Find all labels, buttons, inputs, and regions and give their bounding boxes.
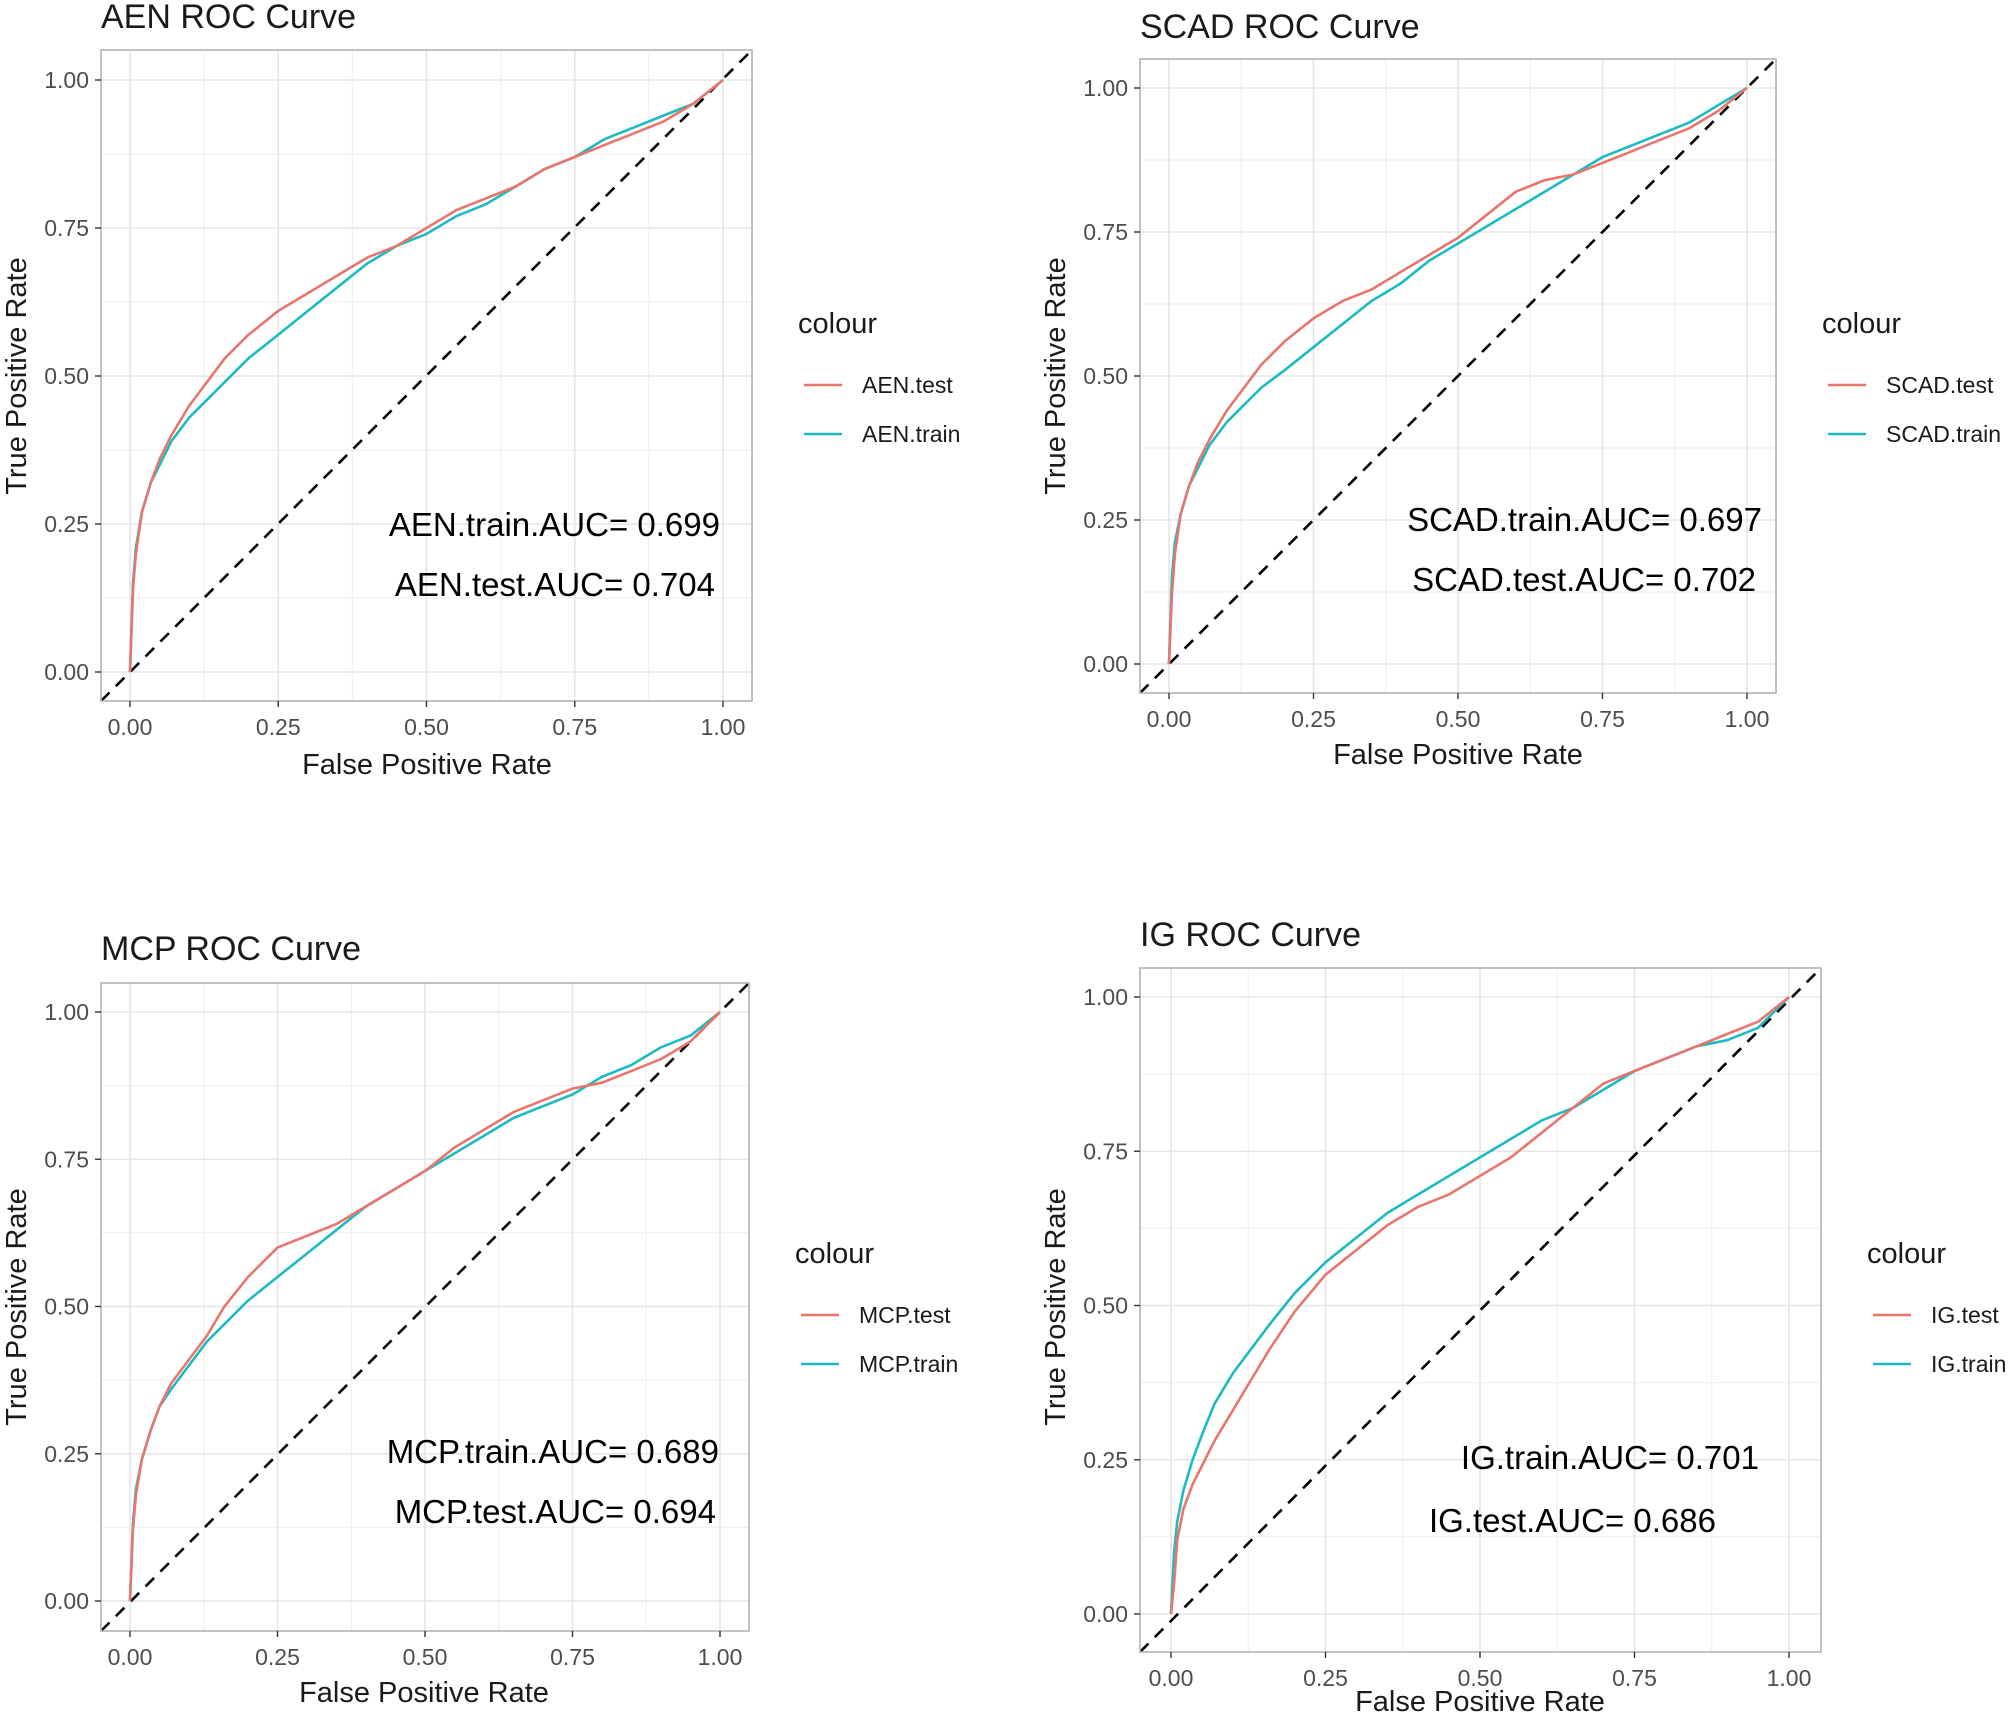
x-tick-label: 0.75: [550, 1644, 595, 1670]
y-tick-label: 0.50: [44, 1294, 89, 1320]
auc-annotation: SCAD.train.AUC= 0.697: [1407, 501, 1762, 538]
roc-panel-3: 0.00 0.25 0.50 0.75 1.00 0.00 0.25 0.50 0.75 1.00…: [1040, 916, 2006, 1717]
diagonal-reference-line: [1139, 967, 1822, 1653]
y-tick-label: 1.00: [44, 999, 89, 1025]
x-tick-label: 0.00: [1149, 1665, 1194, 1691]
legend-entry-label: IG.test: [1931, 1302, 1999, 1328]
legend-title: colour: [798, 308, 877, 340]
y-tick-label: 0.75: [44, 1146, 89, 1172]
y-axis-label: True Positive Rate: [1, 1188, 33, 1425]
chart-title: AEN ROC Curve: [101, 0, 356, 36]
y-tick-label: 0.50: [1083, 363, 1128, 389]
y-tick-label: 0.25: [1083, 507, 1128, 533]
x-tick-label: 0.75: [552, 714, 597, 740]
legend-title: colour: [795, 1238, 874, 1270]
auc-annotation: MCP.train.AUC= 0.689: [387, 1433, 719, 1470]
auc-annotation: MCP.test.AUC= 0.694: [395, 1493, 716, 1530]
x-axis-label: False Positive Rate: [1333, 739, 1583, 771]
x-axis-label: False Positive Rate: [1355, 1686, 1605, 1717]
y-axis-label: True Positive Rate: [1040, 1188, 1072, 1425]
roc-curve-scad-test: [1167, 86, 1748, 665]
roc-curve-ig-test: [1169, 995, 1790, 1615]
x-axis-label: False Positive Rate: [299, 1677, 549, 1709]
roc-panel-2: 0.00 0.25 0.50 0.75 1.00 0.00 0.25 0.50 0.75 1.00…: [1, 930, 958, 1709]
x-tick-label: 0.50: [404, 714, 449, 740]
y-tick-label: 0.25: [1083, 1447, 1128, 1473]
x-tick-label: 0.50: [1436, 706, 1481, 732]
roc-curve-aen-test: [128, 78, 724, 673]
x-tick-label: 0.25: [256, 714, 301, 740]
chart-title: SCAD ROC Curve: [1140, 8, 1420, 46]
legend-entry-label: SCAD.test: [1886, 372, 1994, 398]
y-tick-label: 0.00: [44, 659, 89, 685]
chart-title: MCP ROC Curve: [101, 930, 361, 968]
diagonal-reference-line: [1139, 58, 1777, 694]
x-tick-label: 0.00: [108, 714, 153, 740]
diagonal-reference-line: [100, 982, 750, 1632]
y-tick-label: 0.50: [1083, 1293, 1128, 1319]
x-tick-label: 0.00: [108, 1644, 153, 1670]
roc-panel-1: 0.00 0.25 0.50 0.75 1.00 0.00 0.25 0.50 0.75 1.00…: [1040, 8, 2001, 771]
legend-entry-label: AEN.test: [862, 372, 953, 398]
y-axis-label: True Positive Rate: [1, 257, 33, 494]
x-tick-label: 0.50: [403, 1644, 448, 1670]
legend-entry-label: AEN.train: [862, 421, 960, 447]
x-tick-label: 1.00: [1767, 1665, 1812, 1691]
y-tick-label: 1.00: [1083, 984, 1128, 1010]
y-tick-label: 0.75: [1083, 1138, 1128, 1164]
x-tick-label: 1.00: [698, 1644, 743, 1670]
x-tick-label: 0.75: [1580, 706, 1625, 732]
legend-title: colour: [1822, 308, 1901, 340]
y-tick-label: 1.00: [1083, 75, 1128, 101]
roc-curve-mcp-test: [128, 1011, 721, 1602]
auc-annotation: IG.test.AUC= 0.686: [1429, 1502, 1716, 1539]
diagonal-reference-line: [100, 49, 753, 702]
y-tick-label: 0.00: [1083, 1601, 1128, 1627]
x-tick-label: 0.25: [1291, 706, 1336, 732]
y-tick-label: 0.25: [44, 1441, 89, 1467]
x-tick-label: 1.00: [701, 714, 746, 740]
auc-annotation: AEN.train.AUC= 0.699: [389, 506, 720, 543]
legend-entry-label: MCP.test: [859, 1302, 951, 1328]
auc-annotation: AEN.test.AUC= 0.704: [395, 566, 715, 603]
x-tick-label: 0.25: [255, 1644, 300, 1670]
y-tick-label: 0.00: [44, 1588, 89, 1614]
legend-title: colour: [1867, 1238, 1946, 1270]
auc-annotation: IG.train.AUC= 0.701: [1461, 1439, 1759, 1476]
x-tick-label: 0.25: [1303, 1665, 1348, 1691]
y-tick-label: 0.50: [44, 363, 89, 389]
x-tick-label: 0.75: [1612, 1665, 1657, 1691]
x-axis-label: False Positive Rate: [302, 749, 552, 781]
x-tick-label: 0.50: [1458, 1665, 1503, 1691]
x-tick-label: 1.00: [1725, 706, 1770, 732]
legend-entry-label: IG.train: [1931, 1351, 2006, 1377]
y-axis-label: True Positive Rate: [1040, 257, 1072, 494]
y-tick-label: 0.75: [1083, 219, 1128, 245]
x-tick-label: 0.00: [1147, 706, 1192, 732]
legend-entry-label: MCP.train: [859, 1351, 958, 1377]
roc-panel-0: 0.00 0.25 0.50 0.75 1.00 0.00 0.25 0.50 0.75 1.00…: [1, 0, 960, 781]
legend-entry-label: SCAD.train: [1886, 421, 2001, 447]
y-tick-label: 0.25: [44, 511, 89, 537]
y-tick-label: 0.75: [44, 215, 89, 241]
y-tick-label: 1.00: [44, 67, 89, 93]
y-tick-label: 0.00: [1083, 651, 1128, 677]
auc-annotation: SCAD.test.AUC= 0.702: [1412, 561, 1756, 598]
chart-title: IG ROC Curve: [1140, 916, 1361, 954]
